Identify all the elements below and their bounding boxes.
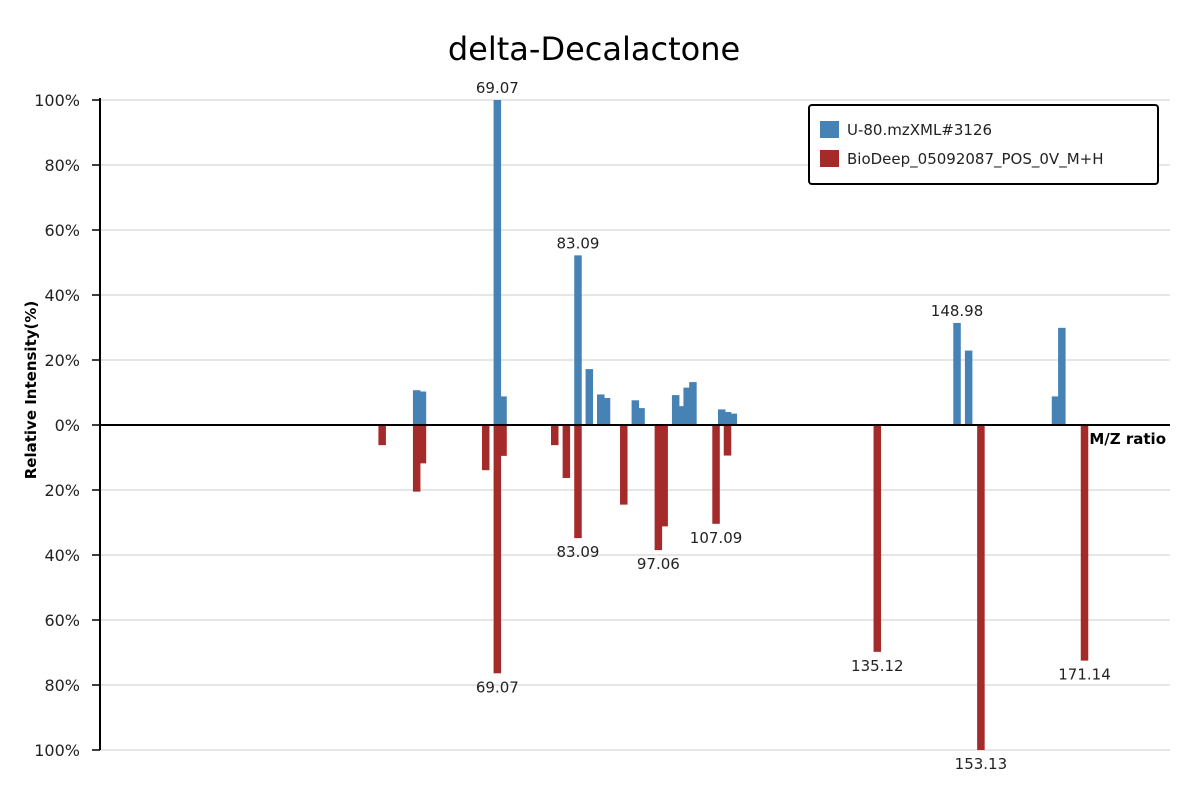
query-peak-bar bbox=[671, 395, 680, 425]
query-peak-bar bbox=[493, 100, 502, 425]
reference-peak-label: 83.09 bbox=[557, 543, 600, 561]
query-peak-label: 83.09 bbox=[557, 234, 600, 252]
query-peak-bar bbox=[602, 398, 611, 425]
reference-peak-label: 153.13 bbox=[955, 755, 1008, 773]
query-peak-bar bbox=[1058, 327, 1066, 425]
y-tick-label: 80% bbox=[44, 676, 80, 695]
query-peak-bar bbox=[574, 255, 582, 425]
reference-peak-bar bbox=[481, 425, 490, 471]
query-peak-bar bbox=[499, 396, 507, 425]
query-peak-bar bbox=[1051, 396, 1060, 425]
reference-peak-bar bbox=[654, 425, 663, 551]
y-tick-label: 20% bbox=[44, 351, 80, 370]
y-tick-label: 40% bbox=[44, 546, 80, 565]
query-peak-label: 148.98 bbox=[931, 302, 984, 320]
query-peak-bar bbox=[723, 412, 732, 425]
legend-swatch-query bbox=[820, 121, 839, 138]
reference-peak-bar bbox=[723, 425, 732, 456]
y-tick-label: 40% bbox=[44, 286, 80, 305]
reference-peak-bar bbox=[412, 425, 421, 492]
reference-peak-bar bbox=[1080, 425, 1089, 661]
reference-peak-bar bbox=[873, 425, 882, 652]
reference-peak-bar bbox=[620, 425, 628, 505]
reference-peak-label: 97.06 bbox=[637, 555, 680, 573]
reference-peak-label: 69.07 bbox=[476, 678, 519, 696]
y-tick-label: 60% bbox=[44, 221, 80, 240]
reference-peak-bar bbox=[574, 425, 582, 539]
reference-peak-bar bbox=[977, 425, 985, 750]
legend-label-reference: BioDeep_05092087_POS_0V_M+H bbox=[847, 150, 1103, 169]
query-peak-bar bbox=[631, 400, 640, 425]
legend-swatch-reference bbox=[820, 150, 839, 167]
query-peak-bar bbox=[418, 391, 427, 425]
grid bbox=[100, 99, 1170, 751]
y-tick-label: 0% bbox=[55, 416, 80, 435]
reference-peak-bar bbox=[418, 425, 427, 464]
reference-peak-bar bbox=[493, 425, 502, 674]
query-peak-bar bbox=[585, 369, 594, 425]
reference-peak-label: 107.09 bbox=[690, 529, 743, 547]
y-axis-title: Relative Intensity(%) bbox=[22, 301, 40, 480]
y-tick-label: 100% bbox=[34, 741, 80, 760]
reference-peak-bar bbox=[378, 425, 386, 446]
reference-peak-bar bbox=[712, 425, 720, 524]
legend[interactable]: U-80.mzXML#3126 BioDeep_05092087_POS_0V_… bbox=[808, 104, 1159, 185]
reference-peak-label: 171.14 bbox=[1058, 666, 1111, 684]
query-peak-bar bbox=[689, 382, 697, 425]
y-tick-label: 60% bbox=[44, 611, 80, 630]
reference-peak-label: 135.12 bbox=[851, 657, 904, 675]
query-peak-bar bbox=[597, 394, 605, 425]
reference-peak-bar bbox=[499, 425, 507, 456]
peak-labels: 69.07 83.09 148.98 69.07 83.09 97.06 107.09 135… bbox=[476, 79, 1111, 773]
query-peak-bar bbox=[637, 408, 645, 425]
y-tick-label: 80% bbox=[44, 156, 80, 175]
y-tick-label: 20% bbox=[44, 481, 80, 500]
query-peak-label: 69.07 bbox=[476, 79, 519, 97]
reference-peak-bar bbox=[660, 425, 668, 527]
chart-title: delta-Decalactone bbox=[448, 30, 740, 68]
query-peak-bar bbox=[964, 350, 973, 425]
y-axis-ticks: 100% 80% 60% 40% 20% 0% 20% 40% 60% 80% 100% bbox=[34, 91, 100, 760]
legend-label-query: U-80.mzXML#3126 bbox=[847, 121, 992, 139]
x-axis-title: M/Z ratio bbox=[1089, 430, 1166, 448]
query-peak-bar bbox=[729, 413, 738, 425]
y-tick-label: 100% bbox=[34, 91, 80, 110]
query-peak-bar bbox=[677, 406, 686, 425]
reference-peak-bar bbox=[551, 425, 559, 446]
query-peak-bar bbox=[718, 409, 726, 425]
query-peak-bar bbox=[683, 387, 691, 425]
query-peak-bar bbox=[412, 390, 421, 425]
legend-box bbox=[808, 104, 1159, 185]
peak-bars bbox=[378, 100, 1089, 750]
reference-peak-bar bbox=[562, 425, 571, 478]
query-peak-bar bbox=[953, 322, 961, 425]
